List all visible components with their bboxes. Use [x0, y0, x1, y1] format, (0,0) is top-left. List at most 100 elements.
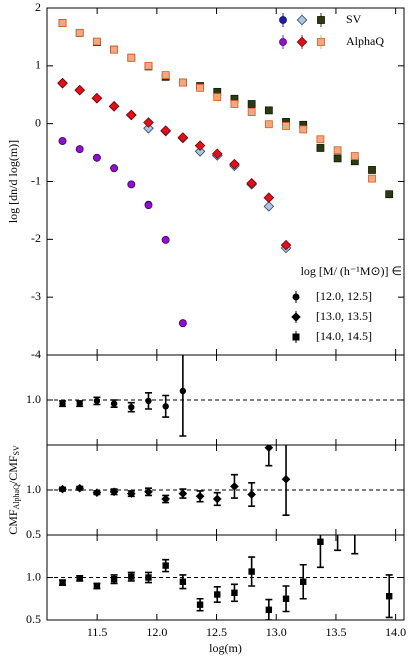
y-tick-label: -3: [31, 289, 41, 303]
data-point: [143, 123, 154, 134]
data-point: [178, 319, 187, 328]
legend-marker: [279, 16, 287, 24]
data-point: [110, 400, 118, 407]
data-point: [265, 606, 273, 613]
data-point: [316, 144, 325, 152]
data-point: [334, 522, 340, 528]
data-point: [179, 387, 187, 395]
y-axis-label-part: AlphaQ: [12, 484, 21, 510]
data-point: [57, 77, 68, 89]
legend-marker: [317, 16, 325, 24]
y-tick-label: -1: [31, 173, 41, 187]
data-point: [178, 489, 188, 498]
data-point: [93, 397, 101, 405]
data-point: [350, 152, 359, 160]
data-point: [128, 404, 135, 411]
data-point: [58, 137, 67, 145]
y-tick-label: 0.5: [26, 527, 41, 541]
data-point: [213, 93, 222, 101]
x-tick-label: 13.0: [266, 625, 287, 639]
x-tick-label: 12.5: [206, 625, 227, 639]
data-point: [333, 154, 342, 163]
data-point: [76, 400, 83, 407]
data-point: [230, 100, 239, 108]
data-point: [195, 491, 205, 501]
data-point: [230, 482, 239, 491]
y-tick-label: -2: [31, 231, 41, 245]
data-point: [160, 125, 171, 136]
data-point: [145, 397, 152, 405]
data-point: [93, 37, 101, 46]
data-point: [282, 122, 290, 130]
data-point: [93, 153, 101, 162]
y-tick-label: 1: [35, 58, 41, 72]
data-point: [247, 100, 256, 108]
data-point: [59, 579, 66, 586]
data-point: [162, 403, 169, 410]
legend-marker: [279, 38, 287, 46]
legend-marker: [296, 14, 308, 26]
data-point: [194, 146, 206, 157]
y-axis-label-part: CMF: [6, 509, 20, 535]
data-point: [92, 488, 102, 498]
data-point: [110, 164, 119, 173]
data-point: [247, 490, 256, 499]
y-axis-label: CMFAlphaQ/CMFSV: [6, 445, 21, 535]
data-point: [110, 45, 119, 54]
legend-marker: [292, 293, 300, 301]
data-point: [93, 582, 101, 590]
data-point: [179, 578, 187, 585]
legend-title: log [M/ (h⁻¹M⊙)] ∈: [301, 264, 402, 278]
data-point: [144, 61, 153, 70]
plot-area: [57, 19, 394, 328]
data-point: [108, 101, 120, 112]
data-point: [247, 108, 256, 116]
data-point: [248, 568, 255, 575]
data-point: [91, 92, 103, 104]
data-point: [161, 71, 170, 79]
data-point: [368, 174, 376, 183]
legend-marker: [317, 38, 325, 46]
data-point: [317, 538, 324, 545]
x-tick-label: 11.5: [87, 625, 108, 639]
data-point: [385, 593, 393, 600]
axes-frame: [46, 7, 405, 356]
legend-marker: [296, 36, 308, 48]
x-tick-label: 13.5: [325, 625, 346, 639]
data-point: [281, 474, 291, 484]
y-tick-label: 0.5: [26, 612, 41, 626]
data-point: [177, 132, 189, 143]
data-point: [246, 177, 257, 189]
data-point: [143, 117, 154, 128]
data-point: [110, 576, 118, 583]
data-point: [128, 573, 135, 580]
legend-marker: [291, 312, 301, 322]
data-point: [368, 166, 376, 174]
data-point: [282, 595, 290, 602]
y-tick-label: 1.0: [26, 392, 41, 406]
error-bar: [351, 535, 359, 555]
data-point: [144, 487, 153, 497]
data-point: [109, 487, 119, 497]
data-point: [58, 484, 67, 494]
data-point: [194, 140, 206, 151]
data-point: [74, 84, 86, 96]
data-point: [214, 591, 221, 598]
data-point: [352, 525, 358, 531]
data-point: [126, 489, 136, 498]
data-point: [75, 28, 84, 37]
data-point: [263, 192, 275, 203]
legend-label: [14.0, 14.5]: [316, 329, 372, 343]
plot-area: [47, 445, 404, 516]
data-point: [263, 201, 275, 212]
data-point: [385, 190, 394, 199]
data-point: [58, 19, 67, 27]
y-tick-label: 2: [35, 0, 41, 14]
data-point: [264, 120, 273, 129]
data-point: [162, 562, 169, 569]
error-bar: [334, 535, 342, 552]
axes-frame: [46, 534, 405, 621]
data-point: [127, 180, 136, 189]
data-point: [75, 145, 84, 154]
